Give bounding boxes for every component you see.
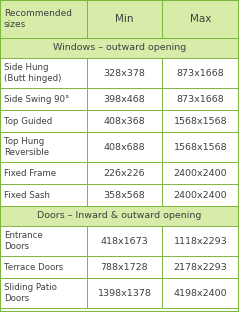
Bar (0, 0, 87, 38)
Text: Recommended
sizes: Recommended sizes (4, 9, 72, 29)
Text: 1398x1378: 1398x1378 (98, 289, 152, 298)
Text: Terrace Doors: Terrace Doors (4, 262, 63, 271)
Text: 788x1728: 788x1728 (101, 262, 148, 271)
Text: Sliding Patio
Doors: Sliding Patio Doors (4, 283, 57, 303)
Bar (87, 132, 162, 162)
Text: 408x688: 408x688 (104, 143, 145, 152)
Bar (87, 0, 162, 38)
Bar (162, 132, 239, 162)
Bar (87, 110, 162, 132)
Bar (162, 162, 239, 184)
Text: 1118x2293: 1118x2293 (174, 236, 227, 246)
Text: 226x226: 226x226 (104, 168, 145, 178)
Text: 4198x2400: 4198x2400 (174, 289, 227, 298)
Bar (0, 226, 87, 256)
Bar (162, 184, 239, 206)
Text: Windows – outward opening: Windows – outward opening (53, 43, 186, 52)
Bar (87, 88, 162, 110)
Text: 2178x2293: 2178x2293 (174, 262, 227, 271)
Bar (0, 256, 87, 278)
Text: 2400x2400: 2400x2400 (174, 191, 227, 199)
Bar (162, 0, 239, 38)
Text: Min: Min (115, 14, 134, 24)
Bar (0, 184, 87, 206)
Bar (162, 88, 239, 110)
Bar (0, 88, 87, 110)
Bar (0, 38, 239, 58)
Text: Side Swing 90°: Side Swing 90° (4, 95, 69, 104)
Text: 873x1668: 873x1668 (177, 95, 224, 104)
Text: Entrance
Doors: Entrance Doors (4, 231, 43, 251)
Text: 358x568: 358x568 (104, 191, 145, 199)
Text: 1568x1568: 1568x1568 (174, 143, 227, 152)
Bar (0, 206, 239, 226)
Text: 2400x2400: 2400x2400 (174, 168, 227, 178)
Text: 408x368: 408x368 (104, 116, 145, 125)
Bar (162, 110, 239, 132)
Text: 1568x1568: 1568x1568 (174, 116, 227, 125)
Bar (162, 256, 239, 278)
Bar (87, 184, 162, 206)
Text: 398x468: 398x468 (104, 95, 145, 104)
Text: Fixed Sash: Fixed Sash (4, 191, 50, 199)
Bar (87, 162, 162, 184)
Bar (87, 278, 162, 308)
Bar (162, 58, 239, 88)
Text: Max: Max (190, 14, 211, 24)
Bar (87, 226, 162, 256)
Bar (0, 132, 87, 162)
Text: Top Hung
Reversible: Top Hung Reversible (4, 137, 49, 157)
Bar (162, 278, 239, 308)
Bar (0, 162, 87, 184)
Text: Side Hung
(Butt hinged): Side Hung (Butt hinged) (4, 63, 61, 83)
Text: 418x1673: 418x1673 (101, 236, 148, 246)
Bar (0, 110, 87, 132)
Text: 328x378: 328x378 (103, 69, 146, 77)
Bar (87, 256, 162, 278)
Bar (162, 226, 239, 256)
Text: Top Guided: Top Guided (4, 116, 52, 125)
Text: Doors – Inward & outward opening: Doors – Inward & outward opening (37, 212, 202, 221)
Text: Fixed Frame: Fixed Frame (4, 168, 56, 178)
Bar (87, 58, 162, 88)
Text: 873x1668: 873x1668 (177, 69, 224, 77)
Bar (0, 278, 87, 308)
Bar (0, 58, 87, 88)
